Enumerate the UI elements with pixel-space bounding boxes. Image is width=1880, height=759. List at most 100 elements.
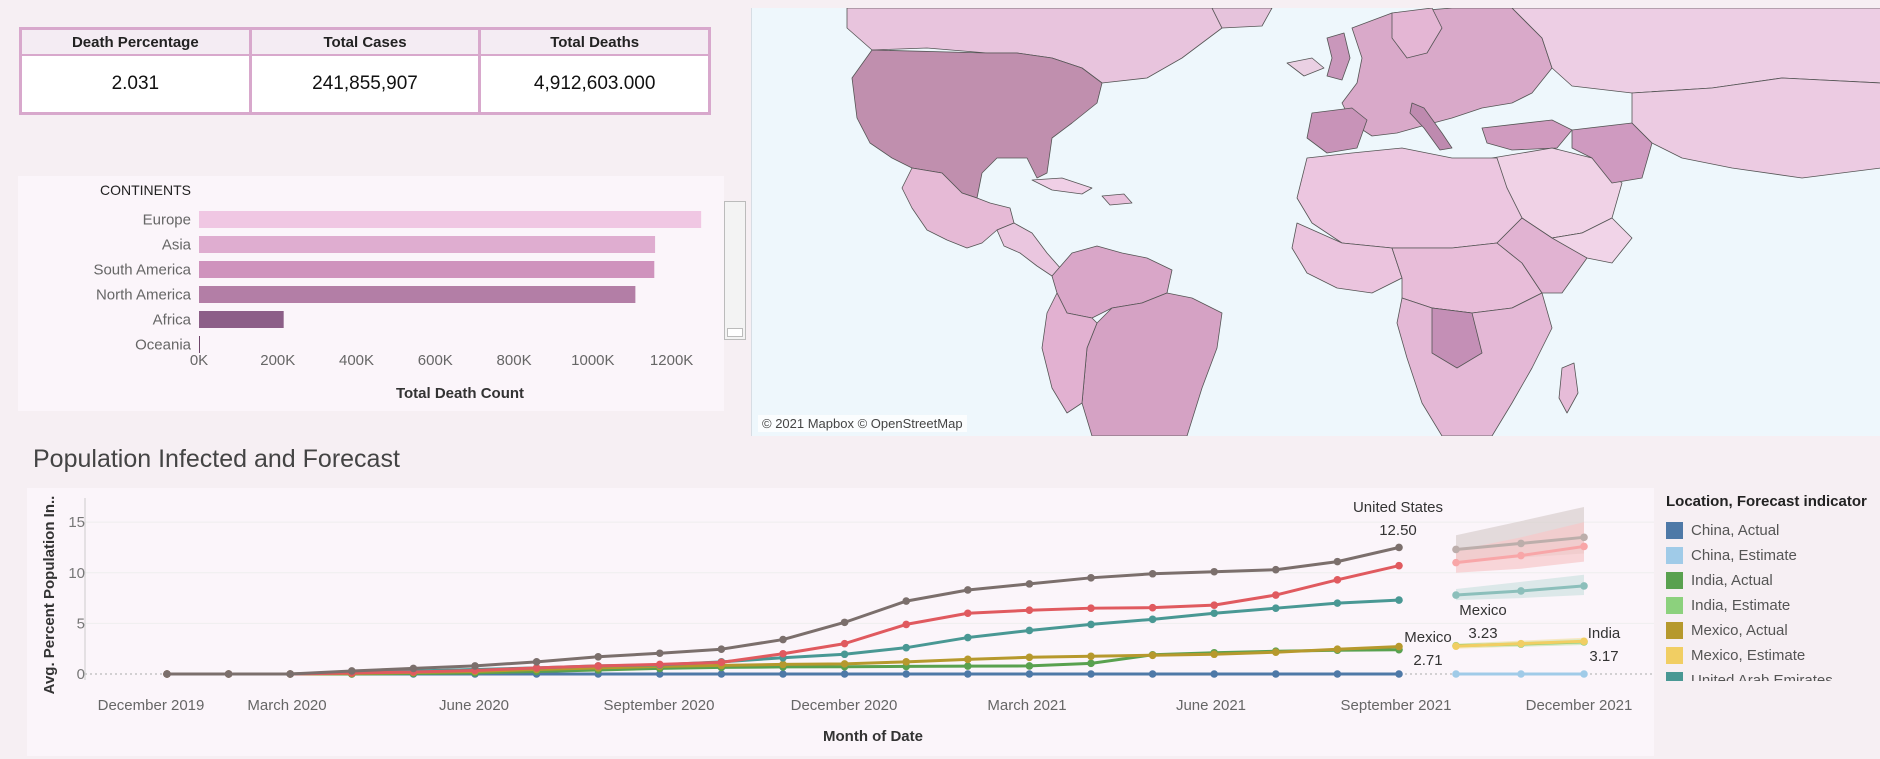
data-point	[1087, 604, 1095, 612]
x-tick-label: 800K	[497, 352, 532, 369]
data-point	[1452, 670, 1460, 678]
kpi-header: Total Cases	[251, 30, 479, 56]
data-point	[1517, 670, 1525, 678]
category-label: Oceania	[135, 337, 192, 354]
x-tick-label: June 2021	[1176, 697, 1246, 714]
x-tick-label: December 2020	[791, 697, 898, 714]
bar	[199, 261, 655, 278]
y-tick-label: 5	[77, 615, 85, 632]
data-point	[1087, 670, 1095, 678]
legend-swatch	[1666, 672, 1683, 681]
category-label: Asia	[162, 237, 192, 254]
y-tick-label: 0	[77, 666, 85, 683]
data-point	[1395, 543, 1403, 552]
map-region-central-america	[996, 222, 1063, 277]
chart-scrollbar[interactable]	[724, 201, 746, 340]
data-point	[1517, 551, 1525, 560]
x-tick-label: December 2019	[98, 697, 205, 714]
data-point	[1087, 659, 1095, 668]
data-point	[1148, 670, 1157, 678]
data-point	[840, 639, 849, 648]
legend-item[interactable]: India, Estimate	[1666, 593, 1880, 618]
annotation-value: 3.23	[1468, 625, 1497, 642]
kpi-total-cases: Total Cases 241,855,907	[251, 30, 482, 112]
data-point	[840, 660, 849, 668]
map-region-cuba	[1031, 177, 1093, 195]
data-point	[1210, 601, 1218, 609]
world-map[interactable]: © 2021 Mapbox © OpenStreetMap	[751, 8, 1880, 436]
data-point	[1580, 637, 1588, 646]
map-region-west-africa	[1291, 222, 1403, 294]
legend-item[interactable]: Mexico, Actual	[1666, 618, 1880, 643]
map-attribution[interactable]: © 2021 Mapbox © OpenStreetMap	[758, 415, 967, 432]
category-label: Africa	[153, 312, 192, 329]
legend-label: India, Estimate	[1691, 597, 1791, 614]
data-point	[532, 658, 541, 666]
map-region-europe	[1341, 8, 1553, 137]
kpi-header: Total Deaths	[481, 30, 709, 56]
data-point	[1333, 576, 1342, 584]
data-point	[1395, 670, 1403, 678]
legend-item[interactable]: United Arab Emirates	[1666, 668, 1880, 681]
map-region-brazil	[1081, 292, 1223, 436]
data-point	[348, 667, 356, 675]
legend-item[interactable]: China, Actual	[1666, 518, 1880, 543]
x-tick-label: 0K	[190, 352, 208, 369]
annotation-value: 3.17	[1589, 648, 1618, 665]
data-point	[471, 662, 479, 670]
legend-label: United Arab Emirates	[1691, 672, 1833, 681]
legend-label: China, Actual	[1691, 522, 1780, 539]
data-point	[1580, 533, 1588, 542]
data-point	[717, 645, 726, 653]
data-point	[964, 655, 972, 664]
scrollbar-thumb[interactable]	[727, 328, 743, 337]
data-point	[1210, 567, 1218, 576]
data-point	[1210, 670, 1218, 678]
legend-item[interactable]: Mexico, Estimate	[1666, 643, 1880, 668]
x-tick-label: March 2021	[987, 697, 1066, 714]
forecast-line-chart[interactable]: 0 5 10 15 Avg. Percent Population In.. Decemb…	[27, 488, 1654, 756]
data-point	[1452, 545, 1460, 554]
data-point	[1333, 645, 1342, 653]
data-point	[964, 633, 972, 642]
y-tick-label: 10	[68, 565, 85, 582]
data-point	[779, 635, 787, 644]
data-point	[840, 650, 849, 659]
forecast-chart-panel: 0 5 10 15 Avg. Percent Population In.. Decemb…	[27, 488, 1654, 756]
kpi-value: 241,855,907	[312, 73, 418, 94]
map-region-madagascar	[1558, 362, 1579, 414]
legend-swatch	[1666, 547, 1683, 564]
map-region-iceland	[1286, 57, 1325, 77]
data-point	[1395, 642, 1403, 651]
annotation-value: 12.50	[1379, 522, 1417, 539]
data-point	[1395, 596, 1403, 604]
data-point	[779, 649, 787, 658]
data-point	[1148, 603, 1157, 612]
data-point	[902, 670, 910, 678]
annotation-value: 2.71	[1413, 652, 1442, 669]
x-axis-label: Total Death Count	[396, 385, 524, 402]
category-label: North America	[96, 287, 192, 304]
data-point	[1452, 642, 1460, 650]
legend-item[interactable]: India, Actual	[1666, 568, 1880, 593]
annotation-label: United States	[1353, 499, 1443, 516]
legend-item[interactable]: China, Estimate	[1666, 543, 1880, 568]
bar	[199, 211, 702, 228]
data-point	[902, 620, 910, 629]
x-tick-label: 1000K	[571, 352, 614, 369]
map-canvas[interactable]	[752, 8, 1880, 436]
map-region-scandinavia	[1391, 8, 1443, 59]
data-point	[1272, 604, 1280, 612]
data-point	[656, 670, 664, 678]
bar	[199, 236, 656, 253]
data-point	[286, 670, 295, 678]
data-point	[1452, 591, 1460, 599]
data-point	[1025, 653, 1034, 662]
legend-label: Mexico, Estimate	[1691, 647, 1806, 664]
data-point	[1210, 650, 1218, 659]
data-point	[1210, 609, 1218, 618]
map-region-arabia	[1551, 217, 1633, 264]
data-point	[902, 597, 910, 605]
data-point	[224, 670, 233, 678]
continents-bar-chart[interactable]: CONTINENTS Europe Asia South America North A…	[18, 176, 724, 411]
